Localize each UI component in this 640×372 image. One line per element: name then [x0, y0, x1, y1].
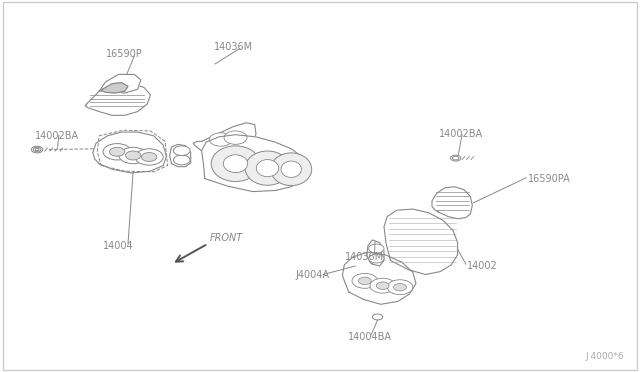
Ellipse shape	[271, 153, 312, 186]
Circle shape	[387, 280, 413, 295]
Circle shape	[125, 151, 141, 160]
Circle shape	[376, 282, 389, 289]
Polygon shape	[384, 209, 458, 275]
Circle shape	[135, 149, 163, 165]
Text: 14004: 14004	[103, 241, 134, 250]
Text: 14002BA: 14002BA	[439, 129, 483, 139]
Circle shape	[352, 273, 378, 288]
Circle shape	[224, 131, 247, 144]
Polygon shape	[202, 135, 306, 192]
Circle shape	[372, 314, 383, 320]
Text: 16590PA: 16590PA	[528, 174, 571, 183]
Polygon shape	[342, 252, 416, 304]
Circle shape	[451, 155, 461, 161]
Ellipse shape	[245, 151, 290, 185]
Ellipse shape	[281, 161, 301, 177]
Text: 14004BA: 14004BA	[348, 332, 392, 341]
Polygon shape	[99, 74, 141, 93]
Circle shape	[358, 277, 371, 285]
Text: 14036M: 14036M	[214, 42, 253, 51]
Polygon shape	[93, 132, 166, 173]
Polygon shape	[170, 144, 191, 167]
Circle shape	[109, 147, 125, 156]
Circle shape	[173, 155, 190, 165]
Circle shape	[369, 254, 384, 263]
Text: 14002BA: 14002BA	[35, 131, 79, 141]
Ellipse shape	[211, 146, 260, 182]
Text: J 4000*6: J 4000*6	[586, 352, 624, 361]
Polygon shape	[101, 83, 128, 93]
Polygon shape	[85, 84, 150, 115]
Circle shape	[119, 147, 147, 164]
Text: 14002: 14002	[467, 261, 498, 271]
Polygon shape	[432, 187, 472, 219]
Circle shape	[370, 278, 396, 293]
Circle shape	[173, 146, 190, 155]
Circle shape	[394, 283, 406, 291]
Circle shape	[31, 146, 43, 153]
Circle shape	[369, 244, 384, 253]
Polygon shape	[367, 240, 384, 266]
Text: 16590P: 16590P	[106, 49, 143, 59]
Polygon shape	[193, 123, 256, 154]
Ellipse shape	[223, 155, 248, 173]
Circle shape	[209, 133, 232, 146]
Ellipse shape	[256, 160, 279, 177]
Text: J4004A: J4004A	[295, 270, 330, 280]
Text: 14036M: 14036M	[345, 252, 385, 262]
Text: FRONT: FRONT	[210, 233, 243, 243]
Circle shape	[141, 153, 157, 161]
Circle shape	[103, 144, 131, 160]
